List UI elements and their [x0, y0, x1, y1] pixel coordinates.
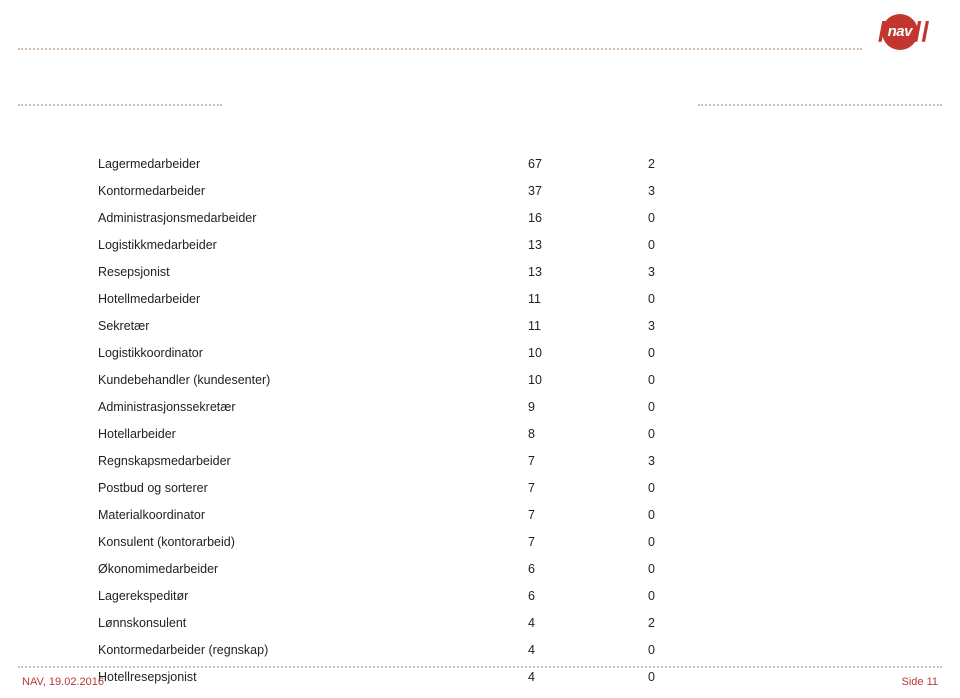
- row-value-1: 13: [528, 265, 648, 279]
- row-label: Hotellmedarbeider: [98, 292, 528, 306]
- row-value-1: 37: [528, 184, 648, 198]
- footer-page-label: Side: [901, 676, 923, 688]
- footer-date: NAV, 19.02.2016: [22, 676, 104, 688]
- row-value-2: 3: [648, 265, 738, 279]
- row-value-1: 4: [528, 643, 648, 657]
- table-row: Konsulent (kontorarbeid)70: [98, 528, 738, 555]
- table-row: Resepsjonist133: [98, 258, 738, 285]
- row-value-1: 10: [528, 373, 648, 387]
- row-value-2: 2: [648, 616, 738, 630]
- divider-mid-right: [18, 104, 942, 106]
- data-table: Lagermedarbeider672Kontormedarbeider373A…: [98, 150, 738, 690]
- row-value-2: 0: [648, 292, 738, 306]
- row-label: Sekretær: [98, 319, 528, 333]
- table-row: Hotellresepsjonist40: [98, 663, 738, 690]
- row-label: Logistikkoordinator: [98, 346, 528, 360]
- table-row: Administrasjonssekretær90: [98, 393, 738, 420]
- row-label: Regnskapsmedarbeider: [98, 454, 528, 468]
- row-label: Postbud og sorterer: [98, 481, 528, 495]
- row-value-2: 0: [648, 670, 738, 684]
- row-value-2: 0: [648, 427, 738, 441]
- row-value-2: 0: [648, 643, 738, 657]
- row-value-2: 3: [648, 184, 738, 198]
- table-row: Hotellmedarbeider110: [98, 285, 738, 312]
- row-value-1: 7: [528, 508, 648, 522]
- row-label: Hotellarbeider: [98, 427, 528, 441]
- footer-page-number: 11: [927, 676, 938, 688]
- row-value-2: 0: [648, 508, 738, 522]
- row-value-1: 6: [528, 589, 648, 603]
- row-value-2: 0: [648, 211, 738, 225]
- row-value-1: 9: [528, 400, 648, 414]
- row-label: Logistikkmedarbeider: [98, 238, 528, 252]
- table-row: Kontormedarbeider373: [98, 177, 738, 204]
- row-value-2: 0: [648, 589, 738, 603]
- row-value-1: 11: [528, 292, 648, 306]
- table-row: Logistikkmedarbeider130: [98, 231, 738, 258]
- row-value-1: 4: [528, 670, 648, 684]
- row-value-2: 0: [648, 238, 738, 252]
- table-row: Lønnskonsulent42: [98, 609, 738, 636]
- table-row: Lagerekspeditør60: [98, 582, 738, 609]
- table-row: Økonomimedarbeider60: [98, 555, 738, 582]
- row-label: Kontormedarbeider (regnskap): [98, 643, 528, 657]
- row-value-1: 10: [528, 346, 648, 360]
- logo-text: nav: [888, 23, 912, 40]
- row-value-1: 7: [528, 535, 648, 549]
- row-label: Kontormedarbeider: [98, 184, 528, 198]
- page: /nav// Lagermedarbeider672Kontormedarbei…: [0, 0, 960, 698]
- row-label: Administrasjonssekretær: [98, 400, 528, 414]
- row-label: Konsulent (kontorarbeid): [98, 535, 528, 549]
- row-label: Lønnskonsulent: [98, 616, 528, 630]
- row-value-1: 16: [528, 211, 648, 225]
- table-row: Kundebehandler (kundesenter)100: [98, 366, 738, 393]
- row-label: Økonomimedarbeider: [98, 562, 528, 576]
- logo-roundel-icon: nav: [882, 14, 918, 50]
- table-row: Regnskapsmedarbeider73: [98, 447, 738, 474]
- row-value-1: 7: [528, 454, 648, 468]
- table-row: Kontormedarbeider (regnskap)40: [98, 636, 738, 663]
- row-value-1: 8: [528, 427, 648, 441]
- row-value-1: 13: [528, 238, 648, 252]
- row-value-2: 0: [648, 400, 738, 414]
- row-value-2: 0: [648, 346, 738, 360]
- row-value-2: 3: [648, 319, 738, 333]
- row-value-2: 0: [648, 373, 738, 387]
- row-value-2: 2: [648, 157, 738, 171]
- divider-top: [18, 48, 942, 50]
- row-label: Kundebehandler (kundesenter): [98, 373, 528, 387]
- footer-page: Side 11: [901, 676, 938, 688]
- table-row: Lagermedarbeider672: [98, 150, 738, 177]
- table-row: Logistikkoordinator100: [98, 339, 738, 366]
- row-value-2: 0: [648, 562, 738, 576]
- table-row: Sekretær113: [98, 312, 738, 339]
- table-row: Administrasjonsmedarbeider160: [98, 204, 738, 231]
- row-label: Hotellresepsjonist: [98, 670, 528, 684]
- row-value-2: 3: [648, 454, 738, 468]
- row-label: Lagermedarbeider: [98, 157, 528, 171]
- table-row: Postbud og sorterer70: [98, 474, 738, 501]
- table-row: Materialkoordinator70: [98, 501, 738, 528]
- row-value-1: 67: [528, 157, 648, 171]
- row-label: Resepsjonist: [98, 265, 528, 279]
- row-value-2: 0: [648, 535, 738, 549]
- table-row: Hotellarbeider80: [98, 420, 738, 447]
- row-label: Administrasjonsmedarbeider: [98, 211, 528, 225]
- row-value-1: 11: [528, 319, 648, 333]
- row-value-2: 0: [648, 481, 738, 495]
- row-value-1: 4: [528, 616, 648, 630]
- nav-logo: /nav//: [878, 14, 936, 50]
- row-value-1: 6: [528, 562, 648, 576]
- row-value-1: 7: [528, 481, 648, 495]
- row-label: Materialkoordinator: [98, 508, 528, 522]
- row-label: Lagerekspeditør: [98, 589, 528, 603]
